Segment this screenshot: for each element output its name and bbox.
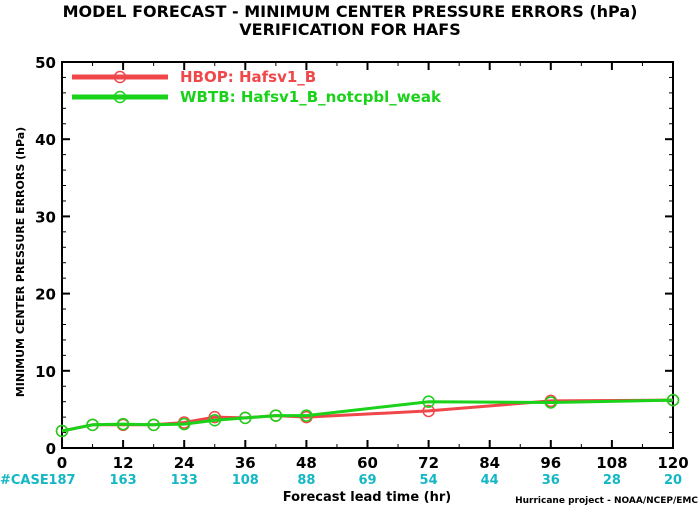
x-tick-label: 0	[57, 454, 67, 472]
case-prefix-label: #CASE	[0, 473, 49, 488]
series-point	[208, 410, 221, 424]
y-tick-label: 30	[35, 208, 56, 226]
y-tick-label: 40	[35, 131, 56, 149]
case-count: 88	[297, 473, 315, 488]
chart-title: MODEL FORECAST - MINIMUM CENTER PRESSURE…	[63, 2, 638, 21]
case-count: 69	[358, 473, 376, 488]
series-point	[666, 393, 680, 407]
x-tick-label: 60	[357, 454, 378, 472]
x-axis-label: Forecast lead time (hr)	[283, 490, 451, 505]
y-tick-label: 20	[35, 286, 56, 304]
y-tick-label: 0	[46, 440, 56, 458]
series-point	[147, 418, 160, 432]
x-tick-label: 36	[235, 454, 256, 472]
series-point	[300, 409, 313, 422]
legend-swatch-marker	[113, 70, 127, 84]
x-tick-label: 108	[596, 454, 627, 472]
y-axis-ticks: 0 10 20 30 40 50	[35, 54, 673, 458]
y-tick-label: 10	[35, 363, 56, 381]
legend: HBOP: Hafsv1_B WBTB: Hafsv1_B_notcpbl_wea…	[72, 68, 442, 106]
series-layer	[55, 393, 680, 438]
x-tick-label: 96	[540, 454, 561, 472]
legend-item: HBOP: Hafsv1_B	[72, 68, 316, 86]
x-tick-label: 84	[479, 454, 500, 472]
case-count: 44	[481, 473, 499, 488]
x-tick-label: 120	[657, 454, 688, 472]
series-point	[177, 417, 191, 431]
case-count: 133	[171, 473, 198, 488]
y-axis-label: MINIMUM CENTER PRESSURE ERRORS (hPa)	[14, 127, 27, 397]
legend-label: WBTB: Hafsv1_B_notcpbl_weak	[180, 88, 442, 106]
plot-border	[61, 61, 674, 449]
series-point	[55, 424, 69, 438]
case-counts: 187 163 133 108 88 69 54 44 36 28 20	[48, 473, 682, 488]
series-point	[239, 411, 252, 425]
case-count: 54	[420, 473, 438, 488]
x-tick-label: 72	[418, 454, 439, 472]
credit-label: Hurricane project - NOAA/NCEP/EMC	[515, 496, 698, 506]
x-tick-label: 12	[113, 454, 134, 472]
series-point	[86, 418, 99, 432]
x-tick-label: 24	[174, 454, 195, 472]
x-axis-ticks: 0 12 24 36 48 60 72 84 96 108 120	[57, 62, 689, 472]
series-point	[422, 404, 435, 418]
case-count: 36	[542, 473, 560, 488]
plot-frame	[61, 61, 674, 449]
series-point	[422, 395, 435, 408]
chart-subtitle: VERIFICATION FOR HAFS	[239, 20, 460, 39]
case-count: 187	[48, 473, 75, 488]
series-point	[269, 409, 283, 422]
legend-item: WBTB: Hafsv1_B_notcpbl_weak	[72, 88, 442, 106]
case-count: 28	[603, 473, 621, 488]
legend-label: HBOP: Hafsv1_B	[180, 68, 316, 86]
y-tick-label: 50	[35, 54, 56, 72]
case-count: 108	[232, 473, 259, 488]
series-line	[61, 398, 674, 433]
x-tick-label: 48	[296, 454, 317, 472]
case-count: 20	[664, 473, 682, 488]
series-point	[208, 413, 221, 427]
series-2	[55, 393, 680, 438]
case-count: 163	[110, 473, 137, 488]
series-line	[61, 398, 674, 433]
legend-swatch-marker	[113, 90, 127, 104]
series-point	[116, 417, 130, 431]
series-point	[544, 396, 558, 409]
